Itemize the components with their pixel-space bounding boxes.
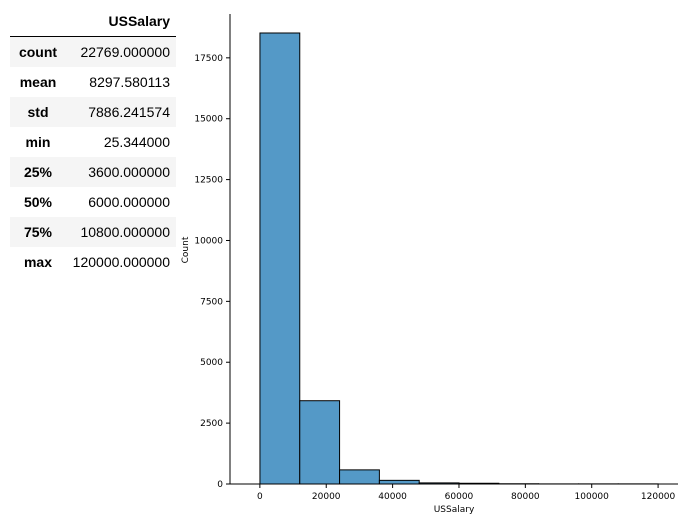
describe-table: USSalary count 22769.000000 mean 8297.5801…	[10, 6, 176, 277]
row-value: 7886.241574	[88, 104, 170, 120]
y-tick-label: 5000	[200, 358, 223, 368]
row-label: 75%	[23, 224, 53, 240]
histogram-bars	[259, 32, 659, 485]
row-value: 22769.000000	[80, 44, 170, 60]
histogram-bar-2	[339, 469, 380, 485]
table-row: count 22769.000000	[10, 36, 176, 67]
x-axis: 0 20000 40000 60000 80000 100000 120000	[230, 483, 678, 502]
histogram-bar-0	[259, 32, 301, 485]
x-tick-label: 80000	[511, 492, 540, 502]
x-tick-label: 20000	[312, 492, 341, 502]
row-label: min	[25, 134, 51, 150]
row-label: mean	[19, 74, 57, 90]
row-value: 8297.580113	[89, 74, 170, 90]
row-value: 25.344000	[103, 134, 170, 150]
table-row: std 7886.241574	[10, 97, 176, 127]
histogram-bar-3	[378, 479, 420, 485]
y-tick-label: 0	[217, 480, 223, 490]
table-corner	[10, 6, 66, 37]
x-tick-label: 120000	[641, 492, 676, 502]
x-tick-label: 60000	[445, 492, 474, 502]
x-tick-label: 40000	[378, 492, 407, 502]
row-value: 3600.000000	[88, 164, 170, 180]
row-label: count	[18, 44, 58, 60]
y-tick-label: 17500	[194, 54, 223, 64]
row-value: 6000.000000	[88, 194, 170, 210]
row-value: 120000.000000	[72, 254, 170, 270]
y-tick-label: 15000	[194, 115, 223, 125]
table-row: 25% 3600.000000	[10, 157, 176, 187]
row-label: 25%	[23, 164, 53, 180]
x-tick-label: 100000	[575, 492, 610, 502]
row-value: 10800.000000	[80, 224, 170, 240]
y-tick-label: 2500	[200, 419, 223, 429]
y-tick-label: 12500	[194, 176, 223, 186]
y-axis: 0 2500 5000 7500 10000 12500 15000 17500	[194, 14, 231, 490]
table-header-row: USSalary	[10, 6, 176, 37]
table-row: min 25.344000	[10, 127, 176, 157]
y-tick-label: 10000	[194, 236, 223, 246]
column-header: USSalary	[66, 6, 176, 37]
table-row: mean 8297.580113	[10, 67, 176, 97]
x-tick-label: 0	[257, 492, 263, 502]
histogram-bar-1	[299, 400, 341, 485]
table-row: max 120000.000000	[10, 247, 176, 277]
row-label: std	[27, 104, 49, 120]
x-axis-label: USSalary	[434, 505, 475, 515]
y-axis-label: Count	[181, 236, 191, 263]
row-label: 50%	[23, 194, 53, 210]
table-row: 75% 10800.000000	[10, 217, 176, 247]
table-row: 50% 6000.000000	[10, 187, 176, 217]
row-label: max	[23, 254, 53, 270]
salary-histogram: 0 20000 40000 60000 80000 100000 120000 0 2500 5…	[181, 14, 678, 515]
y-tick-label: 7500	[200, 297, 223, 307]
